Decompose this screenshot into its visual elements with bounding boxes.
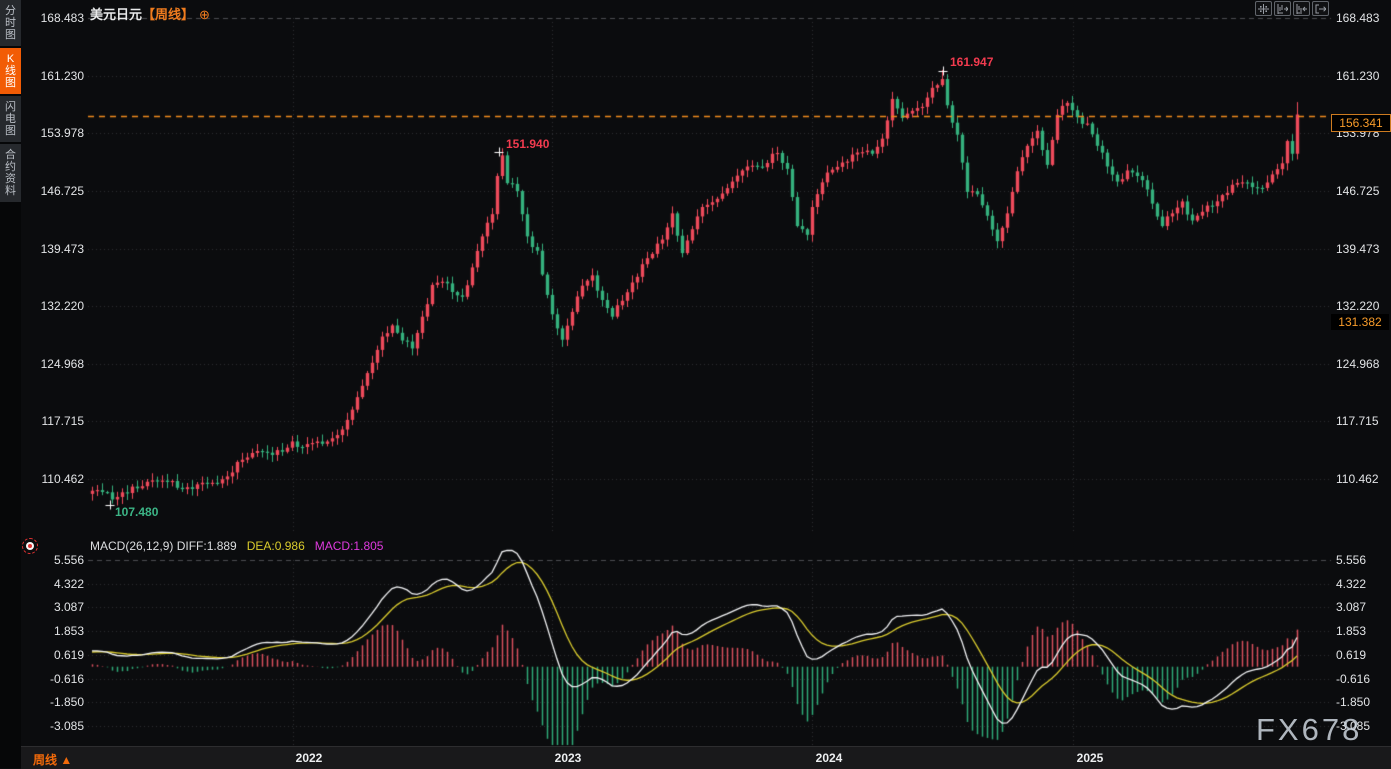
price-tick-left: 146.725 xyxy=(40,183,84,198)
chart-title: 美元日元【周线】 ⊕ xyxy=(90,4,210,23)
macd-tick-right: -3.085 xyxy=(1336,718,1371,733)
price-tick-left: 124.968 xyxy=(40,356,84,371)
price-tick-right: 124.968 xyxy=(1336,356,1380,371)
price-tick-left: 139.473 xyxy=(40,241,84,256)
macd-tick-left: -3.085 xyxy=(49,718,84,733)
sidebar-tab-3[interactable]: 合 约 资 料 xyxy=(0,144,21,202)
period-tag: 【周线】 xyxy=(142,7,195,22)
macd-hist-value: MACD:1.805 xyxy=(314,539,384,553)
price-tick-left: 117.715 xyxy=(41,414,85,429)
price-tick-left: 132.220 xyxy=(40,299,84,314)
macd-tick-right: 0.619 xyxy=(1336,647,1367,662)
price-tick-right: 110.462 xyxy=(1336,472,1379,487)
chevron-up-icon: ▲ xyxy=(60,753,73,767)
macd-tick-left: 3.087 xyxy=(53,600,84,615)
price-tick-left: 168.483 xyxy=(40,11,84,25)
sidebar-tab-0[interactable]: 分 时 图 xyxy=(0,0,21,46)
year-label-2024: 2024 xyxy=(815,751,843,765)
macd-tick-right: -0.616 xyxy=(1336,671,1371,686)
zoom-x-in-icon[interactable] xyxy=(1274,1,1291,16)
macd-tick-left: 4.322 xyxy=(53,576,84,591)
crosshair-icon[interactable] xyxy=(1255,1,1272,16)
sidebar-tab-2[interactable]: 闪 电 图 xyxy=(0,96,21,142)
macd-dea-value: DEA:0.986 xyxy=(246,539,305,553)
macd-indicator-header: MACD(26,12,9) DIFF:1.889 DEA:0.986 MACD:1.… xyxy=(90,539,383,553)
fx678-watermark: FX678 xyxy=(1256,712,1363,747)
price-tick-left: 161.230 xyxy=(40,68,84,83)
price-extreme-annotation: 151.940 xyxy=(506,137,550,151)
macd-tick-left: -1.850 xyxy=(49,695,84,710)
macd-tick-right: -1.850 xyxy=(1336,695,1371,710)
price-extreme-annotation: 161.947 xyxy=(950,55,994,69)
macd-tick-left: 1.853 xyxy=(53,624,84,639)
add-indicator-icon[interactable]: ⊕ xyxy=(199,7,210,22)
price-tick-left: 153.978 xyxy=(40,126,84,141)
macd-params-diff-value: MACD(26,12,9) DIFF:1.889 xyxy=(90,539,237,553)
last-price-badge: 156.341 xyxy=(1331,114,1391,132)
macd-tick-right: 4.322 xyxy=(1336,576,1367,591)
year-label-2022: 2022 xyxy=(295,751,323,765)
settings-icon-dot xyxy=(28,544,32,548)
price-tick-right: 139.473 xyxy=(1336,241,1380,256)
period-selector-label: 周线 xyxy=(33,753,58,767)
sidebar-tab-1[interactable]: K 线 图 xyxy=(0,48,21,94)
price-tick-right: 117.715 xyxy=(1336,414,1379,429)
price-tick-right: 168.483 xyxy=(1336,11,1380,25)
macd-tick-right: 3.087 xyxy=(1336,600,1367,615)
secondary-price-badge: 131.382 xyxy=(1331,314,1389,330)
year-label-2023: 2023 xyxy=(554,751,582,765)
settings-icon-core xyxy=(26,542,34,550)
indicator-settings-icon[interactable] xyxy=(22,538,38,554)
macd-tick-right: 1.853 xyxy=(1336,624,1367,639)
macd-tick-left: -0.616 xyxy=(49,671,84,686)
price-tick-right: 161.230 xyxy=(1336,68,1380,83)
macd-tick-left: 5.556 xyxy=(53,553,84,567)
zoom-x-out-icon[interactable] xyxy=(1293,1,1310,16)
price-tick-right: 132.220 xyxy=(1336,299,1380,314)
period-selector[interactable]: 周线 ▲ xyxy=(33,751,72,768)
time-axis-bar: 周线 ▲ 2022 2023 2024 2025 xyxy=(21,746,1391,769)
price-extreme-annotation: 107.480 xyxy=(115,505,159,519)
year-label-2025: 2025 xyxy=(1076,751,1104,765)
price-tick-left: 110.462 xyxy=(41,472,85,487)
exit-fullscreen-icon[interactable] xyxy=(1312,1,1329,16)
price-tick-right: 146.725 xyxy=(1336,183,1380,198)
symbol-name: 美元日元 xyxy=(90,7,143,22)
chart-toolbar xyxy=(1255,1,1329,16)
macd-tick-left: 0.619 xyxy=(53,647,84,662)
macd-tick-right: 5.556 xyxy=(1336,553,1367,567)
